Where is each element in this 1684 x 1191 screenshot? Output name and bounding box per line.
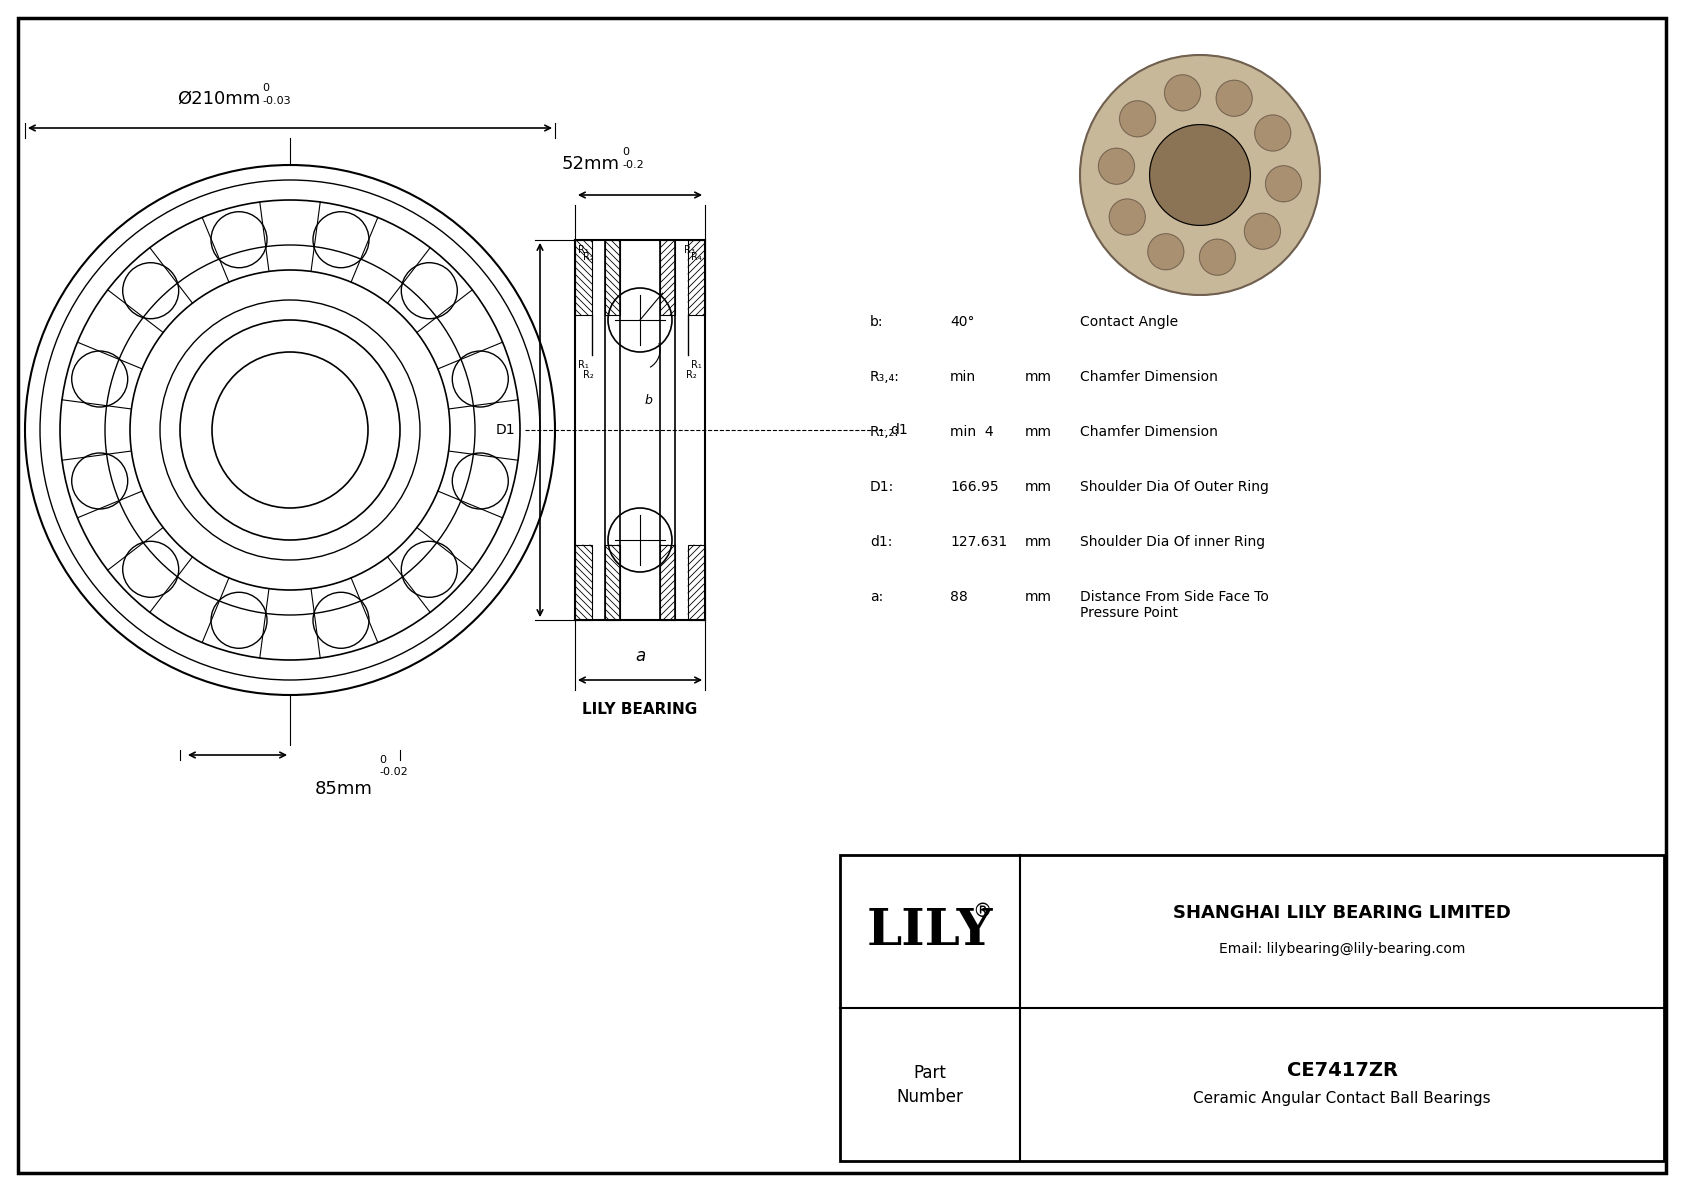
Text: Email: lilybearing@lily-bearing.com: Email: lilybearing@lily-bearing.com [1219,942,1465,956]
Text: Ceramic Angular Contact Ball Bearings: Ceramic Angular Contact Ball Bearings [1194,1091,1490,1106]
Text: Ø210mm: Ø210mm [177,91,259,108]
Bar [660,241,675,314]
Text: R₁: R₁ [690,360,702,370]
Circle shape [1098,148,1135,185]
Text: -0.03: -0.03 [263,96,291,106]
Circle shape [1199,239,1236,275]
Text: R₄: R₄ [690,252,702,262]
Text: R₂: R₂ [687,370,697,380]
Bar [660,545,675,621]
Text: mm: mm [1026,590,1052,604]
Text: 166.95: 166.95 [950,480,999,494]
Text: b: b [645,393,653,406]
Text: 127.631: 127.631 [950,535,1007,549]
Bar [689,241,706,314]
Text: R₁: R₁ [578,360,589,370]
Text: Number: Number [896,1087,963,1105]
Text: Shoulder Dia Of Outer Ring: Shoulder Dia Of Outer Ring [1079,480,1268,494]
Bar [689,545,706,621]
Text: D1:: D1: [871,480,894,494]
Bar [605,241,620,314]
Text: mm: mm [1026,425,1052,439]
Text: Contact Angle: Contact Angle [1079,314,1179,329]
Circle shape [1216,80,1253,117]
Text: d1:: d1: [871,535,893,549]
Text: 88: 88 [950,590,968,604]
Text: 0: 0 [263,83,269,93]
Circle shape [1120,101,1155,137]
Text: -0.02: -0.02 [379,767,408,777]
Text: mm: mm [1026,370,1052,384]
Circle shape [1148,233,1184,269]
Text: d1: d1 [891,423,908,437]
Text: R₂: R₂ [583,252,594,262]
Bar [605,545,620,621]
Text: R₂: R₂ [583,370,594,380]
Circle shape [1255,116,1290,151]
Text: Part: Part [913,1064,946,1081]
Text: LILY: LILY [867,908,994,956]
Circle shape [1110,199,1145,235]
Text: 0: 0 [621,146,630,157]
Text: Chamfer Dimension: Chamfer Dimension [1079,370,1218,384]
Text: mm: mm [1026,535,1052,549]
Text: R₁: R₁ [578,245,589,255]
Text: min: min [950,370,977,384]
Text: b:: b: [871,314,884,329]
Text: ®: ® [972,902,992,921]
Text: a: a [635,647,645,665]
Bar [574,241,593,314]
Text: R₃: R₃ [684,245,695,255]
Text: R₃,₄:: R₃,₄: [871,370,899,384]
Text: min  4: min 4 [950,425,994,439]
Bar [840,855,1664,1161]
Bar [574,545,593,621]
Text: Chamfer Dimension: Chamfer Dimension [1079,425,1218,439]
Text: Distance From Side Face To
Pressure Point: Distance From Side Face To Pressure Poin… [1079,590,1268,621]
Circle shape [1266,166,1302,201]
Circle shape [1244,213,1280,249]
Text: 40°: 40° [950,314,975,329]
Text: Shoulder Dia Of inner Ring: Shoulder Dia Of inner Ring [1079,535,1265,549]
Text: LILY BEARING: LILY BEARING [583,703,697,717]
Text: 52mm: 52mm [562,155,620,173]
Circle shape [1079,55,1320,295]
Text: 85mm: 85mm [315,780,372,798]
Text: CE7417ZR: CE7417ZR [1287,1061,1398,1080]
Text: D1: D1 [495,423,515,437]
Circle shape [1150,125,1251,225]
Text: 0: 0 [379,755,386,765]
Circle shape [1165,75,1201,111]
Text: mm: mm [1026,480,1052,494]
Text: a:: a: [871,590,882,604]
Text: -0.2: -0.2 [621,160,643,170]
Text: R₁,₂:: R₁,₂: [871,425,899,439]
Text: SHANGHAI LILY BEARING LIMITED: SHANGHAI LILY BEARING LIMITED [1174,904,1511,923]
